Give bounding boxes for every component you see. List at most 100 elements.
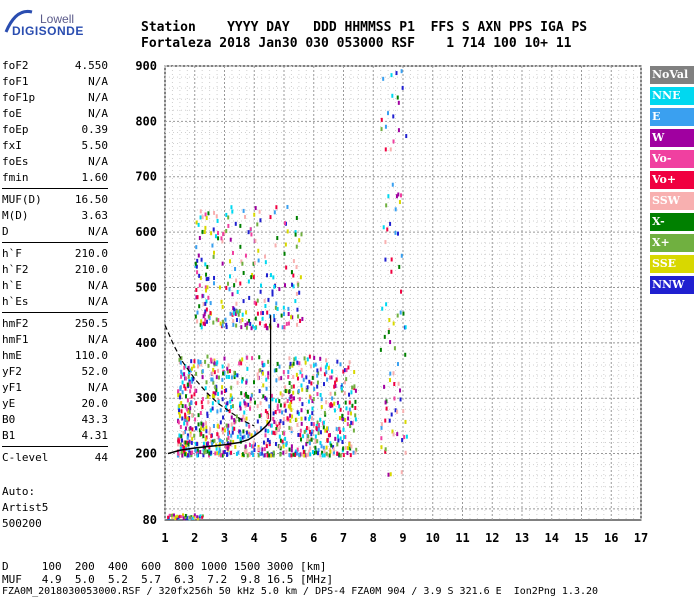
echo-point (178, 395, 181, 400)
echo-point (326, 377, 329, 382)
echo-point (225, 444, 228, 449)
echo-point (236, 373, 239, 378)
echo-point (282, 421, 285, 426)
echo-point (316, 384, 319, 389)
echo-point (287, 321, 290, 326)
echo-point (241, 452, 244, 457)
echo-point (330, 443, 333, 448)
echo-point (266, 438, 269, 443)
echo-point (305, 428, 308, 433)
echo-point (262, 363, 265, 368)
panel-separator (2, 446, 108, 447)
echo-point (250, 393, 253, 398)
echo-point (204, 301, 207, 306)
echo-point (388, 418, 391, 423)
echo-point (207, 276, 210, 281)
echo-point (323, 372, 326, 377)
echo-point (198, 273, 201, 278)
echo-point (207, 295, 210, 300)
echo-point (201, 215, 204, 220)
param-value: 52.0 (81, 365, 109, 378)
echo-point (301, 402, 304, 407)
echo-point (314, 362, 317, 367)
echo-point (329, 391, 332, 396)
echo-point (392, 139, 395, 144)
echo-point (256, 222, 259, 227)
echo-point (317, 423, 320, 428)
echo-point (223, 388, 226, 393)
echo-point (189, 384, 192, 389)
echo-point (388, 318, 391, 323)
echo-point (272, 275, 275, 280)
echo-point (221, 430, 224, 435)
x-tick-label: 6 (310, 531, 317, 545)
echo-point (195, 220, 198, 225)
echo-point (196, 258, 199, 263)
echo-point (208, 448, 211, 453)
echo-point (204, 212, 207, 217)
echo-point (256, 298, 259, 303)
echo-point (343, 391, 346, 396)
echo-point (200, 431, 203, 436)
echo-point (308, 354, 311, 359)
echo-point (244, 391, 247, 396)
echo-point (383, 334, 386, 339)
echo-point (215, 384, 218, 389)
echo-point (256, 429, 259, 434)
param-name: MUF(D) (2, 193, 42, 206)
echo-point (200, 426, 203, 431)
echo-point (325, 445, 328, 450)
echo-point (249, 396, 252, 401)
echo-point (180, 374, 183, 379)
echo-point (237, 312, 240, 317)
echo-point (211, 243, 214, 248)
echo-point (267, 422, 270, 427)
echo-point (265, 273, 268, 278)
echo-point (251, 450, 254, 455)
echo-point (233, 370, 236, 375)
echo-point (197, 422, 200, 427)
echo-point (402, 409, 405, 414)
echo-point (196, 270, 199, 275)
panel-separator (2, 188, 108, 189)
echo-point (210, 377, 213, 382)
echo-point (218, 446, 221, 451)
echo-point (282, 370, 285, 375)
echo-point (271, 430, 274, 435)
echo-point (251, 444, 254, 449)
echo-point (184, 426, 187, 431)
echo-point (239, 406, 242, 411)
echo-point (280, 313, 283, 318)
echo-point (325, 358, 328, 363)
x-tick-label: 2 (191, 531, 198, 545)
echo-point (229, 237, 232, 242)
echo-point (317, 448, 320, 453)
param-row: M(D) 3.63 (2, 208, 108, 224)
echo-point (332, 450, 335, 455)
echo-point (190, 359, 193, 364)
echo-point (214, 451, 217, 456)
echo-point (194, 417, 197, 422)
echo-point (217, 435, 220, 440)
echo-point (180, 445, 183, 450)
param-row: hmE 110.0 (2, 348, 108, 364)
echo-point (227, 363, 230, 368)
echo-point (204, 359, 207, 364)
echo-point (286, 416, 289, 421)
echo-point (221, 261, 224, 266)
echo-point (184, 386, 187, 391)
echo-point (398, 200, 401, 205)
y-tick-label: 700 (135, 170, 157, 184)
echo-point (226, 369, 229, 374)
echo-point (210, 231, 213, 236)
echo-point (218, 449, 221, 454)
echo-point (291, 282, 294, 287)
echo-point (298, 397, 301, 402)
echo-point (254, 316, 257, 321)
echo-point (241, 261, 244, 266)
param-row: fmin 1.60 (2, 170, 108, 186)
echo-point (317, 371, 320, 376)
echo-point (290, 444, 293, 449)
echo-point (187, 374, 190, 379)
echo-point (253, 212, 256, 217)
